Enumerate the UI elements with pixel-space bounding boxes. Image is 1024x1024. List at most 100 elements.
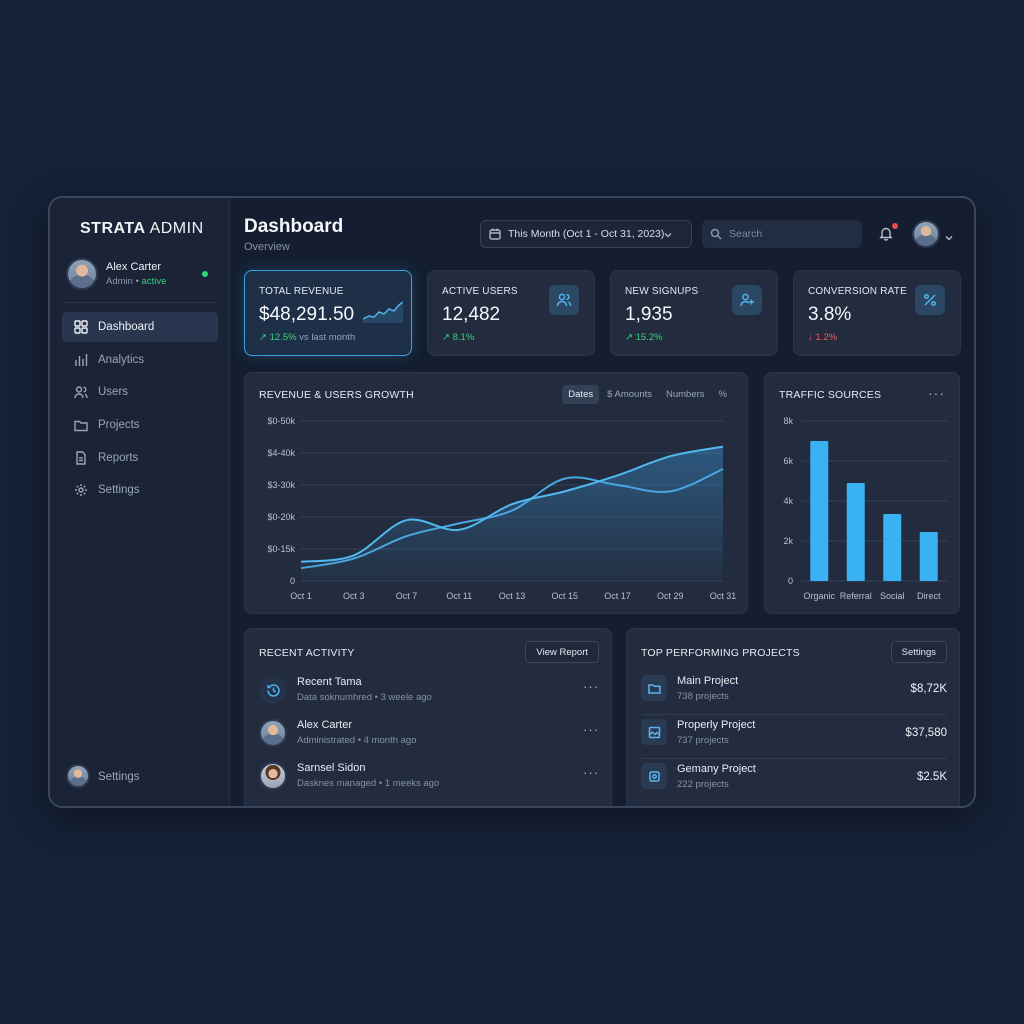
activity-sub: Administrated • 4 month ago (297, 735, 417, 746)
kpi-card-active-users[interactable]: ACTIVE USERS 12,482 ↗ 8.1% (427, 270, 595, 356)
profile-avatar[interactable] (912, 220, 940, 248)
history-icon (259, 676, 287, 704)
project-count: 222 projects (677, 779, 729, 790)
sidebar-nav: Dashboard Analytics Users Projects Repor… (62, 312, 218, 508)
user-name: Alex Carter (106, 261, 162, 273)
sidebar-item-projects[interactable]: Projects (62, 410, 218, 440)
x-tick-label: Oct 7 (396, 591, 418, 601)
x-tick-label: Referral (840, 591, 872, 601)
more-options-icon[interactable]: ··· (583, 679, 599, 694)
kpi-delta-value: 12.5% (269, 332, 297, 343)
bar-organic[interactable] (810, 441, 829, 581)
table-row[interactable]: Gemany Project 222 projects $2.5K (641, 759, 947, 803)
list-item[interactable]: Recent Tama Data soknumhred • 3 weele ag… (259, 673, 599, 707)
kpi-delta-value: 8.1% (452, 332, 475, 343)
kpi-delta: ↗ 8.1% (442, 332, 474, 343)
table-row[interactable]: Main Project 738 projects $8,72K (641, 671, 947, 715)
sidebar-item-label: Dashboard (98, 321, 155, 333)
sidebar-item-analytics[interactable]: Analytics (62, 345, 218, 375)
view-report-button[interactable]: View Report (525, 641, 599, 663)
panel-title: REVENUE & USERS GROWTH (259, 389, 414, 401)
search-input[interactable]: Search (702, 220, 862, 248)
list-item[interactable]: Sarnsel Sidon Dasknes managed • 1 meeks … (259, 759, 599, 793)
list-item[interactable]: Alex Carter Administrated • 4 month ago … (259, 716, 599, 750)
settings-button[interactable]: Settings (890, 641, 947, 663)
notification-bell-icon[interactable] (878, 225, 894, 241)
chevron-down-icon[interactable] (945, 229, 953, 241)
sidebar-item-label: Users (98, 386, 129, 399)
tab-dates[interactable]: Dates (562, 385, 600, 404)
series-area (301, 446, 723, 581)
y-tick-label: 2k (783, 536, 793, 546)
kpi-delta: ↗ 12.5% vs last month (259, 332, 355, 343)
tab-amounts[interactable]: $ Amounts (607, 389, 652, 400)
sidebar-user[interactable]: Alex Carter Admin • active (66, 258, 216, 294)
revenue-growth-panel: REVENUE & USERS GROWTH Dates $ Amounts N… (244, 372, 748, 614)
sidebar-item-label: Reports (98, 451, 139, 464)
activity-sub: Data soknumhred • 3 weele ago (297, 692, 432, 703)
page-subtitle: Overview (244, 241, 290, 253)
panel-title: TRAFFIC SOURCES (779, 389, 882, 401)
sidebar: STRATA ADMIN Alex Carter Admin • active … (50, 198, 230, 806)
bar-direct[interactable] (919, 532, 938, 581)
x-tick-label: Oct 17 (604, 591, 631, 601)
y-tick-label: $3-30k (267, 480, 295, 490)
more-options-icon[interactable]: ··· (583, 722, 599, 737)
more-options-icon[interactable]: ··· (928, 385, 945, 401)
status-text: active (141, 276, 167, 287)
kpi-value: 3.8% (808, 304, 852, 325)
project-name: Main Project (677, 675, 739, 687)
y-tick-label: $4-40k (267, 448, 295, 458)
sidebar-item-users[interactable]: Users (62, 377, 218, 407)
y-tick-label: $0-15k (267, 544, 295, 554)
notification-dot (892, 223, 898, 229)
sidebar-item-settings[interactable]: Settings (62, 475, 218, 505)
brand-bold: STRATA (80, 220, 146, 237)
kpi-label: NEW SIGNUPS (625, 286, 699, 297)
x-tick-label: Social (880, 591, 905, 601)
kpi-card-revenue[interactable]: TOTAL REVENUE $48,291.50 ↗ 12.5% vs last… (244, 270, 412, 356)
project-value: $8,72K (910, 683, 947, 695)
document-icon (74, 451, 88, 465)
x-tick-label: Oct 15 (551, 591, 578, 601)
table-row[interactable]: Properly Project 737 projects $37,580 (641, 715, 947, 759)
project-count: 737 projects (677, 735, 729, 746)
analytics-icon (74, 353, 88, 367)
date-range-select[interactable]: This Month (Oct 1 - Oct 31, 2023) (480, 220, 692, 248)
recent-activity-panel: RECENT ACTIVITY View Report Recent Tama … (244, 628, 612, 806)
sidebar-item-reports[interactable]: Reports (62, 443, 218, 473)
brand-rest: ADMIN (145, 220, 204, 237)
user-plus-icon (732, 285, 762, 315)
x-tick-label: Oct 3 (343, 591, 365, 601)
sidebar-item-label: Projects (98, 419, 140, 432)
growth-area-chart[interactable]: 0 $0-15k $0-20k $3-30k $4-40k $0-50k Oct 1 Oct … (245, 373, 749, 615)
series-line-1 (300, 445, 724, 563)
y-tick-label: $0-20k (267, 512, 295, 522)
project-name: Gemany Project (677, 763, 756, 775)
kpi-value: $48,291.50 (259, 304, 355, 325)
sidebar-bottom-settings[interactable]: Settings (66, 764, 216, 790)
sidebar-item-dashboard[interactable]: Dashboard (62, 312, 218, 342)
kpi-delta: ↗ 15.2% (625, 332, 663, 343)
kpi-card-new-signups[interactable]: NEW SIGNUPS 1,935 ↗ 15.2% (610, 270, 778, 356)
project-value: $37,580 (905, 727, 947, 739)
bar-social[interactable] (883, 514, 902, 581)
x-tick-label: Oct 31 (710, 591, 737, 601)
kpi-card-conversion-rate[interactable]: CONVERSION RATE 3.8% ↓ 1.2% (793, 270, 961, 356)
user-role: Admin • active (106, 276, 167, 287)
brand-logo[interactable]: STRATA ADMIN (80, 220, 204, 238)
tab-numbers[interactable]: Numbers (666, 389, 705, 400)
x-tick-label: Oct 13 (499, 591, 526, 601)
avatar (259, 719, 287, 747)
project-count: 738 projects (677, 691, 729, 702)
traffic-bar-chart[interactable]: 0 2k 4k 6k 8k Organic Referral Social Direct (765, 373, 961, 615)
calendar-icon (489, 228, 501, 240)
activity-title: Sarnsel Sidon (297, 762, 366, 774)
bar-referral[interactable] (846, 483, 865, 581)
sidebar-item-label: Analytics (98, 353, 145, 366)
more-options-icon[interactable]: ··· (583, 765, 599, 780)
users-icon (74, 385, 88, 399)
x-tick-label: Direct (917, 591, 941, 601)
kpi-label: TOTAL REVENUE (259, 286, 344, 297)
tab-percent[interactable]: % (718, 389, 727, 400)
